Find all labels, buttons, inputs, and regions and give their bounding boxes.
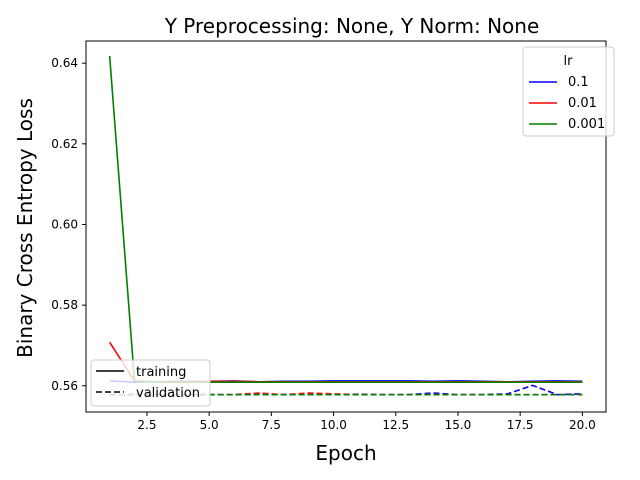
x-tick-label: 15.0 xyxy=(445,418,472,432)
legend-lr: lr 0.1 0.01 0.001 xyxy=(522,46,615,137)
y-axis: 0.56 0.58 0.60 0.62 0.64 xyxy=(51,56,86,393)
y-tick-label: 0.58 xyxy=(51,298,78,312)
x-axis: 2.5 5.0 7.5 10.0 12.5 15.0 17.5 20.0 xyxy=(137,412,596,432)
legend-lr-label-0: 0.1 xyxy=(568,75,589,90)
legend-lr-label-1: 0.01 xyxy=(568,96,597,111)
legend-lr-frame xyxy=(522,46,615,137)
legend-lr-label-2: 0.001 xyxy=(568,117,605,132)
x-axis-label: Epoch xyxy=(315,441,376,465)
x-tick-label: 12.5 xyxy=(382,418,409,432)
y-axis-label: Binary Cross Entropy Loss xyxy=(13,98,37,358)
y-tick-label: 0.60 xyxy=(51,217,78,231)
x-tick-label: 17.5 xyxy=(507,418,534,432)
x-tick-label: 10.0 xyxy=(320,418,347,432)
y-tick-label: 0.62 xyxy=(51,137,78,151)
x-tick-label: 2.5 xyxy=(137,418,156,432)
legend-split-label-validation: validation xyxy=(136,386,200,401)
x-tick-label: 7.5 xyxy=(262,418,281,432)
x-tick-label: 5.0 xyxy=(200,418,219,432)
legend-lr-title: lr xyxy=(564,54,574,69)
y-tick-label: 0.64 xyxy=(51,56,78,70)
legend-split-label-training: training xyxy=(136,365,186,380)
chart-title: Y Preprocessing: None, Y Norm: None xyxy=(164,14,540,38)
plot-frame xyxy=(85,40,607,413)
y-tick-label: 0.56 xyxy=(51,379,78,393)
legend-split: training validation xyxy=(90,359,211,407)
x-tick-label: 20.0 xyxy=(569,418,596,432)
